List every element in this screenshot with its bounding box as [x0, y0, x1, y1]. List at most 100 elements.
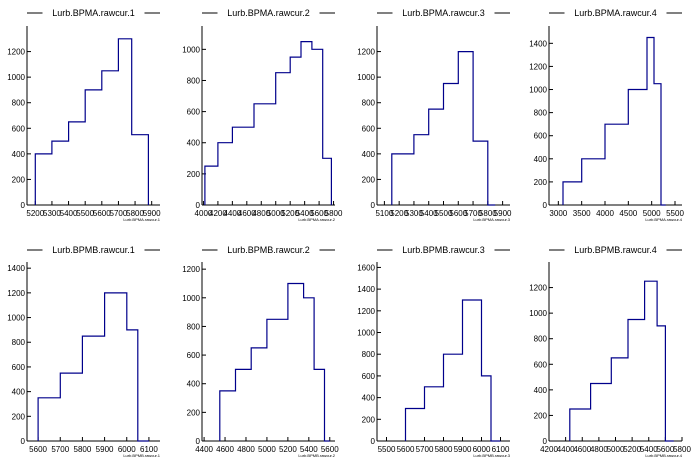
chart-title: Lurb.BPMB.rawcur.3	[402, 245, 485, 255]
x-tick-label: 5500	[76, 209, 94, 218]
y-tick-label: 200	[12, 412, 26, 421]
y-tick-label: 0	[196, 437, 201, 446]
y-tick-label: 1000	[7, 73, 25, 82]
x-tick-label: 5800	[673, 445, 691, 454]
histogram-series	[204, 41, 332, 205]
x-tick-label: 5500	[435, 209, 453, 218]
chart-title: Lurb.BPMA.rawcur.1	[52, 8, 135, 18]
x-tick-label: 5600	[29, 445, 47, 454]
histogram-panel-7: Lurb.BPMB.rawcur.3 200 400 600 800 1000 1200 14…	[357, 243, 511, 458]
x-axis-label: Lurb.BPMB.rawcur.1	[123, 453, 160, 458]
x-tick-label: 5500	[666, 209, 684, 218]
y-tick-label: 1600	[357, 263, 375, 272]
x-tick-label: 5900	[96, 445, 114, 454]
y-tick-label: 800	[534, 335, 548, 344]
chart-title: Lurb.BPMA.rawcur.4	[574, 8, 657, 18]
y-tick-label: 0	[21, 437, 26, 446]
histogram-series	[569, 280, 674, 442]
title-box	[219, 243, 318, 255]
x-tick-label: 5600	[449, 209, 467, 218]
y-tick-label: 200	[534, 411, 548, 420]
y-tick-label: 1200	[357, 48, 375, 57]
x-tick-label: 4200	[540, 445, 558, 454]
x-tick-label: 5700	[416, 445, 434, 454]
x-tick-label: 5800	[126, 209, 144, 218]
x-tick-label: 5400	[420, 209, 438, 218]
x-axis-label: Lurb.BPMB.rawcur.2	[298, 453, 335, 458]
y-tick-label: 200	[12, 175, 26, 184]
y-tick-label: 400	[12, 388, 26, 397]
x-tick-label: 5400	[60, 209, 78, 218]
y-tick-label: 200	[362, 175, 376, 184]
histogram-series	[34, 38, 149, 205]
y-tick-label: 1200	[357, 307, 375, 316]
y-tick-label: 600	[12, 124, 26, 133]
y-tick-label: 400	[187, 139, 201, 148]
x-tick-label: 6100	[492, 445, 510, 454]
y-tick-label: 600	[187, 108, 201, 117]
x-tick-label: 5500	[378, 445, 396, 454]
x-tick-label: 4000	[195, 209, 213, 218]
x-tick-label: 5700	[110, 209, 128, 218]
x-tick-label: 5000	[267, 209, 285, 218]
x-tick-label: 5800	[325, 209, 343, 218]
x-tick-label: 5800	[479, 209, 497, 218]
x-tick-label: 4800	[590, 445, 608, 454]
y-tick-label: 1200	[529, 62, 547, 71]
y-tick-label: 200	[362, 415, 376, 424]
histogram-panel-3: Lurb.BPMA.rawcur.32004006008001000120005…	[357, 6, 512, 222]
x-axis-label: Lurb.BPMA.rawcur.4	[645, 217, 682, 222]
y-tick-label: 1400	[7, 264, 25, 273]
histogram-series	[219, 282, 330, 442]
y-tick-label: 0	[371, 437, 376, 446]
histogram-panel-2: Lurb.BPMA.rawcur.22004006008001000040004…	[182, 6, 343, 222]
x-axis-label: Lurb.BPMA.rawcur.1	[123, 217, 160, 222]
x-tick-label: 5000	[607, 445, 625, 454]
x-tick-label: 6100	[140, 445, 158, 454]
x-tick-label: 5000	[643, 209, 661, 218]
x-tick-label: 5200	[390, 209, 408, 218]
y-tick-label: 1000	[182, 45, 200, 54]
x-tick-label: 3500	[573, 209, 591, 218]
x-tick-label: 6000	[118, 445, 136, 454]
y-tick-label: 600	[534, 360, 548, 369]
x-tick-label: 5800	[74, 445, 92, 454]
y-tick-label: 0	[543, 201, 548, 210]
y-tick-label: 800	[534, 109, 548, 118]
y-tick-label: 400	[534, 155, 548, 164]
y-tick-label: 1400	[529, 39, 547, 48]
y-tick-label: 400	[12, 150, 26, 159]
y-tick-label: 1000	[7, 314, 25, 323]
y-tick-label: 400	[362, 150, 376, 159]
x-tick-label: 5700	[464, 209, 482, 218]
x-tick-label: 5900	[143, 209, 161, 218]
y-tick-label: 1000	[529, 86, 547, 95]
x-axis-label: Lurb.BPMA.rawcur.2	[298, 217, 335, 222]
histogram-series	[37, 292, 149, 442]
y-tick-label: 1000	[357, 329, 375, 338]
y-tick-label: 800	[187, 76, 201, 85]
x-tick-label: 4400	[223, 209, 241, 218]
y-tick-label: 200	[534, 178, 548, 187]
x-tick-label: 5700	[51, 445, 69, 454]
y-tick-label: 600	[362, 124, 376, 133]
x-tick-label: 5600	[93, 209, 111, 218]
x-tick-label: 4800	[252, 209, 270, 218]
chart-title: Lurb.BPMB.rawcur.2	[227, 245, 310, 255]
x-tick-label: 5600	[310, 209, 328, 218]
chart-title: Lurb.BPMA.rawcur.3	[402, 8, 485, 18]
y-tick-label: 200	[187, 170, 201, 179]
x-tick-label: 4600	[238, 209, 256, 218]
y-tick-label: 1200	[7, 289, 25, 298]
x-tick-label: 3000	[549, 209, 567, 218]
x-tick-label: 5200	[623, 445, 641, 454]
x-tick-label: 5900	[494, 209, 512, 218]
y-tick-label: 600	[534, 132, 548, 141]
y-tick-label: 600	[362, 372, 376, 381]
y-tick-label: 1200	[182, 265, 200, 274]
x-tick-label: 4600	[216, 445, 234, 454]
x-tick-label: 5400	[296, 209, 314, 218]
y-tick-label: 800	[12, 99, 26, 108]
title-box	[566, 243, 665, 255]
